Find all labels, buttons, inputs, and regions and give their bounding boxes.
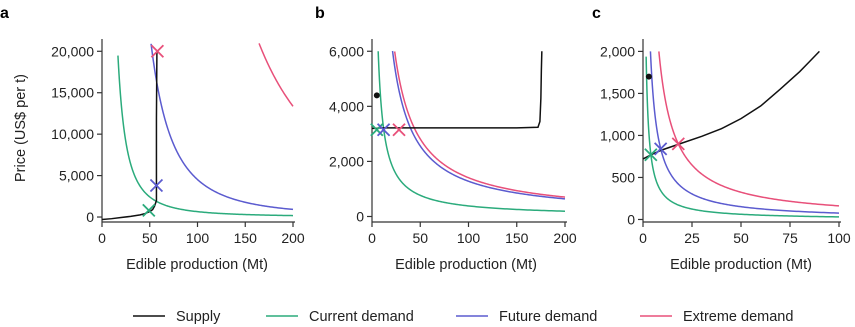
supply-curve bbox=[642, 50, 820, 160]
panel-letter-b: b bbox=[315, 5, 325, 22]
y-tick-label: 0 bbox=[627, 211, 635, 227]
demand-curve-current bbox=[645, 56, 840, 218]
data-point bbox=[645, 73, 652, 80]
marker-stroke bbox=[150, 44, 165, 58]
panel-a: a Price (US$ per t) Edible production (M… bbox=[0, 5, 305, 273]
equilibrium-marker-current bbox=[370, 123, 384, 137]
y-tick-label: 2,000 bbox=[600, 43, 635, 59]
demand-curve-extreme bbox=[393, 51, 566, 198]
equilibrium-marker-future bbox=[376, 123, 391, 137]
legend-label-current: Current demand bbox=[309, 309, 414, 325]
y-tick-label: 2,000 bbox=[329, 153, 364, 169]
demand-curve-current bbox=[117, 55, 294, 217]
marker-stroke bbox=[654, 142, 668, 156]
x-tick-label: 100 bbox=[457, 230, 481, 246]
y-tick-label: 0 bbox=[86, 209, 94, 225]
demand-curve-future bbox=[150, 43, 294, 211]
y-tick-label: 0 bbox=[356, 208, 364, 224]
x-tick-label: 150 bbox=[234, 230, 258, 246]
x-tick-label: 0 bbox=[639, 230, 647, 246]
panel-letter-a: a bbox=[0, 5, 9, 22]
marker-stroke bbox=[149, 178, 164, 193]
x-axis-label: Edible production (Mt) bbox=[126, 257, 268, 273]
supply-curve bbox=[372, 51, 543, 130]
x-tick-label: 0 bbox=[368, 230, 376, 246]
x-tick-label: 200 bbox=[553, 230, 577, 246]
demand-curve-extreme bbox=[658, 51, 840, 207]
equilibrium-marker-extreme bbox=[392, 123, 406, 137]
panel-letter-c: c bbox=[592, 5, 601, 22]
x-axis-label: Edible production (Mt) bbox=[395, 257, 537, 273]
equilibrium-marker-future bbox=[654, 142, 668, 156]
panel-c: c Edible production (Mt) 0 25 50 75 100 0 500 1… bbox=[592, 5, 851, 273]
y-tick-label: 1,500 bbox=[600, 85, 635, 101]
demand-curve-future bbox=[391, 50, 566, 200]
legend: Supply Current demand Future demand Extr… bbox=[133, 309, 793, 325]
y-tick-label: 4,000 bbox=[329, 98, 364, 114]
panel-b: b Edible production (Mt) 0 50 100 150 200 0 2,… bbox=[315, 5, 577, 273]
marker-stroke bbox=[671, 137, 685, 151]
legend-label-future: Future demand bbox=[499, 309, 597, 325]
demand-curve-current bbox=[377, 51, 566, 212]
x-tick-label: 200 bbox=[281, 230, 305, 246]
y-tick-label: 500 bbox=[612, 169, 636, 185]
x-tick-label: 50 bbox=[733, 230, 749, 246]
x-tick-label: 50 bbox=[412, 230, 428, 246]
marker-stroke bbox=[376, 123, 391, 137]
legend-label-extreme: Extreme demand bbox=[683, 309, 793, 325]
y-tick-label: 1,000 bbox=[600, 127, 635, 143]
x-tick-label: 150 bbox=[505, 230, 529, 246]
y-tick-label: 5,000 bbox=[59, 168, 94, 184]
equilibrium-marker-current bbox=[142, 203, 156, 218]
legend-label-supply: Supply bbox=[176, 309, 221, 325]
demand-curve-future bbox=[649, 51, 840, 214]
marker-stroke bbox=[392, 123, 406, 137]
equilibrium-marker-extreme bbox=[671, 137, 685, 151]
x-tick-label: 25 bbox=[684, 230, 700, 246]
x-tick-label: 75 bbox=[782, 230, 798, 246]
marker-stroke bbox=[142, 203, 156, 218]
equilibrium-marker-current bbox=[644, 148, 658, 162]
x-tick-label: 0 bbox=[98, 230, 106, 246]
x-axis-label: Edible production (Mt) bbox=[670, 257, 812, 273]
demand-curve-extreme bbox=[258, 43, 294, 107]
y-tick-label: 15,000 bbox=[51, 85, 94, 101]
y-tick-label: 6,000 bbox=[329, 43, 364, 59]
supply-curve bbox=[101, 51, 158, 221]
marker-stroke bbox=[644, 148, 658, 162]
x-tick-label: 100 bbox=[186, 230, 210, 246]
data-point bbox=[373, 92, 380, 99]
equilibrium-marker-future bbox=[149, 178, 164, 193]
x-tick-label: 50 bbox=[142, 230, 158, 246]
equilibrium-marker-extreme bbox=[150, 44, 165, 58]
y-tick-label: 10,000 bbox=[51, 126, 94, 142]
x-tick-label: 100 bbox=[827, 230, 851, 246]
y-tick-label: 20,000 bbox=[51, 43, 94, 59]
y-axis-label: Price (US$ per t) bbox=[13, 74, 29, 182]
